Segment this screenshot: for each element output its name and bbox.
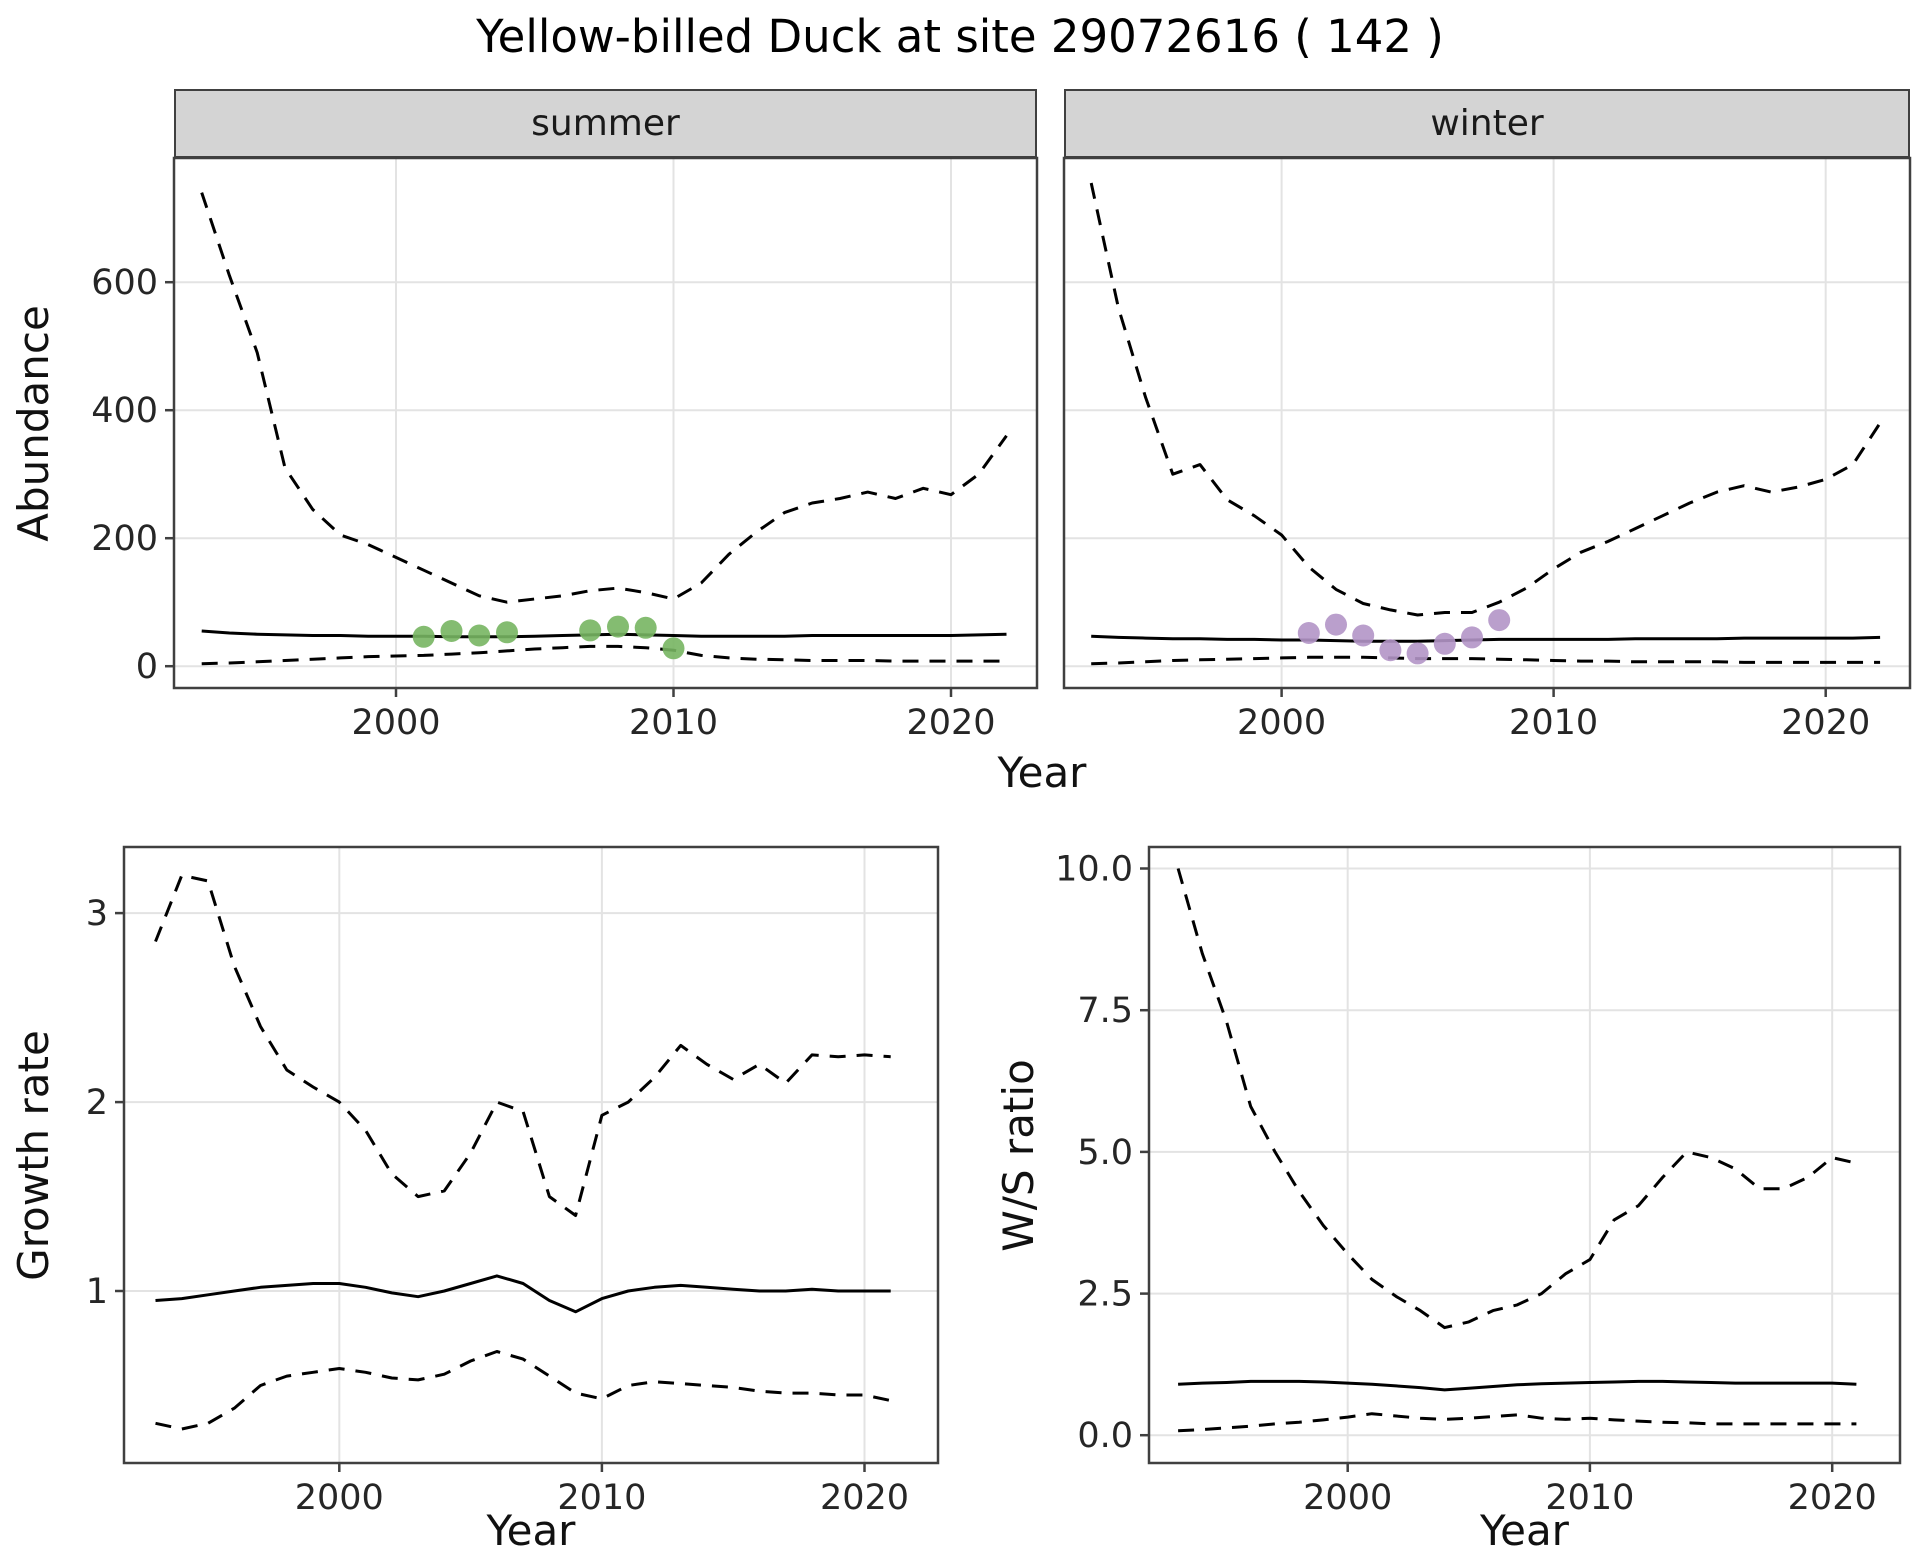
gridlines: [1064, 158, 1910, 688]
y-tick-label: 2.5: [1077, 1275, 1133, 1315]
growth-rate-chart: 2000 2010 2020 1 2 3: [86, 845, 940, 1518]
summer-count-point: [412, 625, 435, 648]
y-tick-label: 200: [91, 519, 158, 559]
y-tick-label: 3: [86, 894, 108, 934]
y-tick-label: 1: [86, 1272, 108, 1312]
series-group: [1176, 868, 1857, 1433]
axis: 2000 2010 2020 0 200 400 600: [91, 263, 995, 743]
abundance-summer-chart: 2000 2010 2020 0 200 400 600: [91, 156, 1039, 743]
series-group: [200, 192, 1008, 666]
winter-count-point: [1406, 642, 1429, 665]
axis: 2000 2010 2020: [1237, 688, 1870, 743]
y-tick-label: 2: [86, 1083, 108, 1123]
x-tick-label: 2020: [1781, 703, 1870, 743]
y-tick-label: 5.0: [1077, 1133, 1133, 1173]
lower-ci-line: [201, 644, 1007, 666]
y-tick-label: 0: [136, 647, 158, 687]
x-tick-label: 2010: [1545, 1478, 1634, 1518]
top-x-axis-title: Year: [997, 748, 1087, 797]
x-tick-label: 2000: [1303, 1478, 1392, 1518]
facet-label-winter: winter: [1430, 103, 1544, 144]
y-tick-label: 600: [91, 263, 158, 303]
median-line: [155, 1274, 891, 1314]
lower-ci-line: [1091, 655, 1881, 666]
x-tick-label: 2010: [557, 1478, 646, 1518]
x-tick-label: 2000: [351, 703, 440, 743]
gridlines: [124, 847, 938, 1463]
abundance-axis-title: Abundance: [0, 158, 66, 688]
summer-count-point: [440, 620, 463, 642]
summer-count-point: [579, 619, 602, 642]
series-group: [1089, 182, 1882, 666]
facet-strip-summer: summer: [174, 89, 1037, 158]
summer-count-point: [468, 624, 491, 647]
y-tick-label: 400: [91, 391, 158, 431]
winter-count-point: [1379, 639, 1402, 662]
figure-title: Yellow-billed Duck at site 29072616 ( 14…: [476, 10, 1444, 63]
x-tick-label: 2020: [906, 703, 995, 743]
x-tick-label: 2000: [295, 1478, 384, 1518]
winter-count-point: [1433, 632, 1456, 655]
summer-count-point: [662, 637, 685, 660]
winter-count-point: [1352, 624, 1375, 647]
panel-border: [1147, 845, 1902, 1465]
summer-count-point: [496, 621, 518, 644]
abundance-axis-title-text: Abundance: [8, 304, 58, 542]
x-tick-label: 2020: [820, 1478, 909, 1518]
panel-border: [172, 156, 1039, 690]
axis: 2000 2010 2020 0.0 2.5 5.0 7.5 10.0: [1055, 850, 1877, 1519]
x-tick-label: 2010: [1509, 703, 1598, 743]
y-tick-label: 7.5: [1077, 991, 1133, 1031]
gridlines: [174, 158, 1037, 688]
lower-ci-line: [155, 1350, 892, 1431]
facet-label-summer: summer: [531, 103, 680, 144]
lower-ci-line: [1178, 1412, 1857, 1433]
y-tick-label: 0.0: [1077, 1416, 1133, 1456]
winter-count-point: [1488, 609, 1511, 632]
upper-ci-line: [1176, 868, 1857, 1330]
panel-border: [122, 845, 940, 1465]
summer-count-point: [607, 615, 629, 638]
ws-ratio-chart: 2000 2010 2020 0.0 2.5 5.0 7.5 10.0: [1055, 845, 1902, 1519]
abundance-winter-chart: 2000 2010 2020: [1062, 156, 1912, 743]
upper-ci-line: [1089, 182, 1882, 617]
summer-count-point: [634, 616, 657, 639]
upper-ci-line: [154, 873, 891, 1217]
x-tick-label: 2010: [629, 703, 718, 743]
ratio-x-axis-title: Year: [1480, 1506, 1569, 1555]
facet-strip-winter: winter: [1064, 89, 1910, 158]
ws-ratio-axis-title-text: W/S ratio: [993, 1058, 1043, 1252]
series-group: [154, 873, 892, 1431]
median-line: [1091, 634, 1881, 643]
median-line: [1178, 1379, 1857, 1392]
axis: 2000 2010 2020 1 2 3: [86, 894, 909, 1518]
y-tick-label: 10.0: [1055, 850, 1133, 890]
panel-border: [1062, 156, 1912, 690]
x-tick-label: 2020: [1788, 1478, 1877, 1518]
growth-x-axis-title: Year: [486, 1506, 576, 1555]
upper-ci-line: [200, 192, 1008, 604]
x-tick-label: 2000: [1237, 703, 1326, 743]
gridlines: [1149, 847, 1900, 1463]
median-line: [201, 629, 1007, 639]
winter-count-point: [1461, 626, 1483, 649]
winter-count-point: [1297, 622, 1320, 644]
winter-count-point: [1325, 613, 1347, 636]
